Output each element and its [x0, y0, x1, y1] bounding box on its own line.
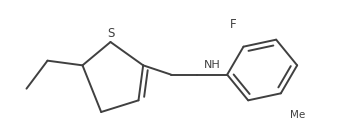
- Text: NH: NH: [204, 60, 220, 70]
- Text: Me: Me: [290, 110, 305, 121]
- Text: S: S: [107, 27, 114, 40]
- Text: F: F: [230, 18, 236, 31]
